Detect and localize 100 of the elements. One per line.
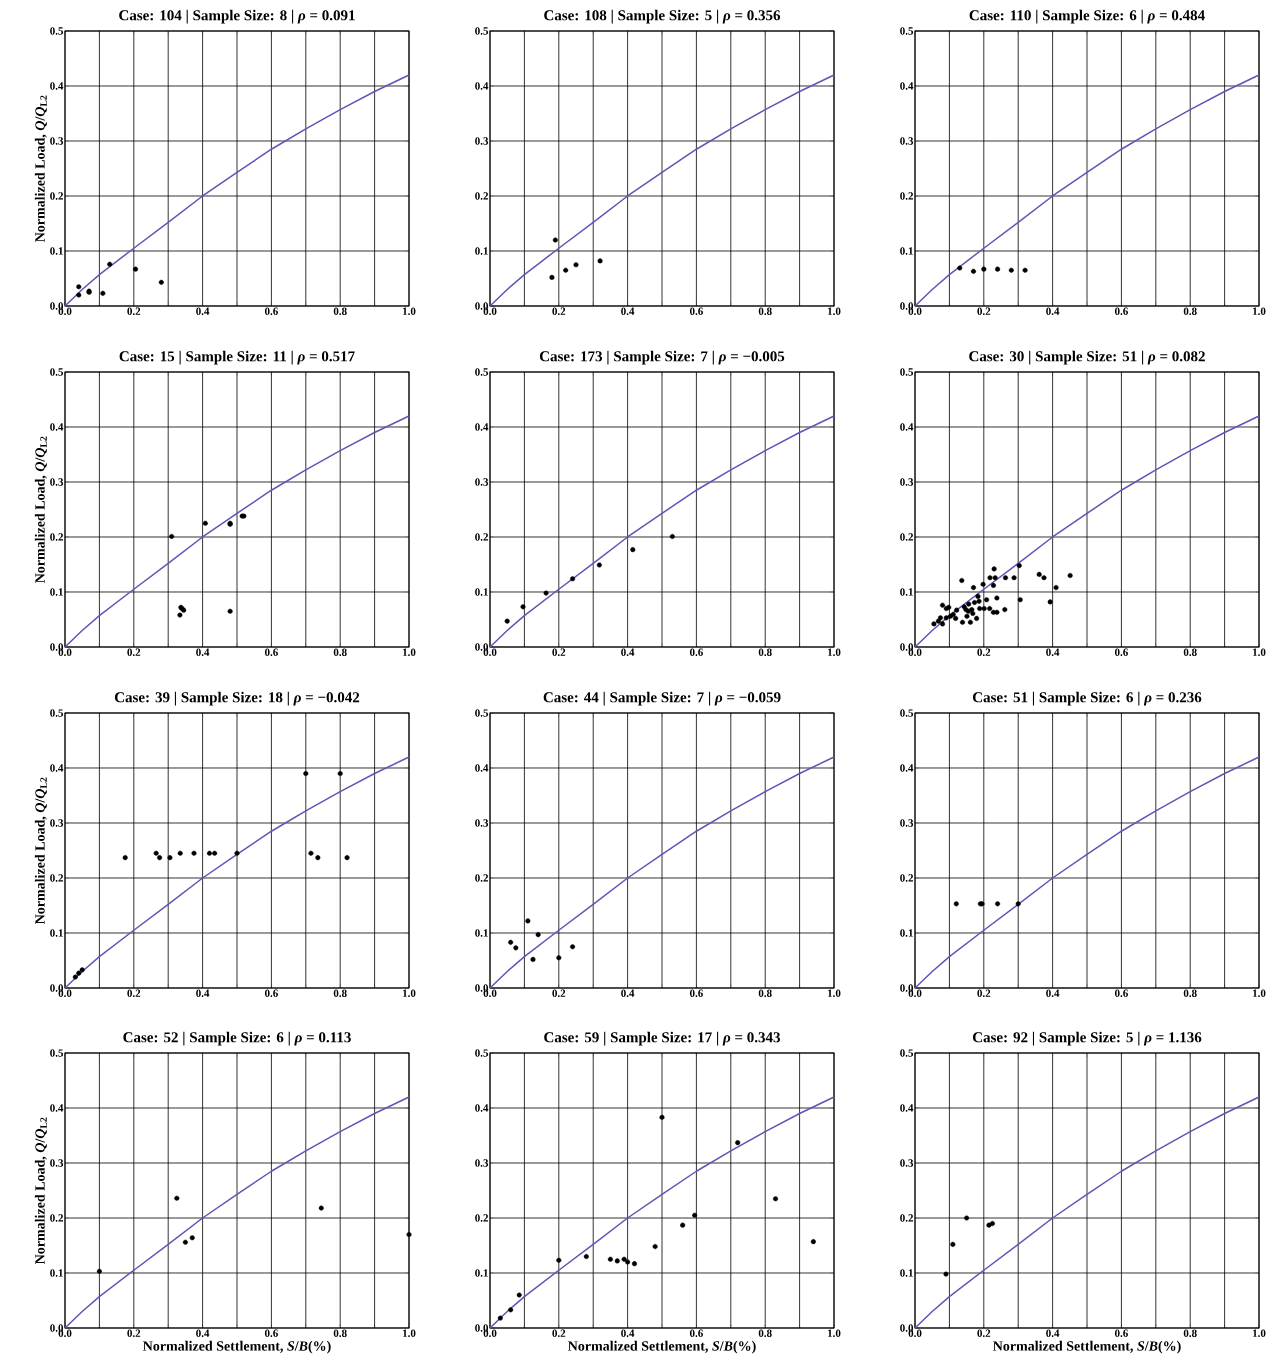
y-tick-label: 0.4 bbox=[50, 764, 64, 772]
x-tick-label: 0.2 bbox=[552, 648, 566, 656]
x-tick-label: 0.4 bbox=[196, 1329, 210, 1337]
y-tick-label: 0.4 bbox=[900, 423, 914, 431]
y-tick-label: 0.2 bbox=[50, 874, 63, 882]
y-tick-label: 0.3 bbox=[900, 137, 914, 145]
x-tick-label: 1.0 bbox=[1253, 989, 1266, 997]
y-tick-label: 0.1 bbox=[475, 588, 488, 596]
x-tick-label: 0.4 bbox=[1046, 307, 1060, 315]
x-tick-label: 0.6 bbox=[689, 1329, 703, 1337]
y-tick-label: 0.1 bbox=[475, 1269, 488, 1277]
y-tick-label: 0.4 bbox=[50, 423, 64, 431]
x-tick-label: 1.0 bbox=[403, 989, 416, 997]
y-tick-label: 0.5 bbox=[50, 27, 64, 35]
y-tick-label: 0.3 bbox=[475, 478, 489, 486]
y-tick-label: 0.2 bbox=[475, 1214, 488, 1222]
x-tick-label: 0.2 bbox=[552, 989, 566, 997]
y-tick-label: 0.1 bbox=[900, 1269, 913, 1277]
x-tick-label: 0.8 bbox=[758, 989, 772, 997]
y-tick-label: 0.2 bbox=[475, 192, 488, 200]
x-tick-label: 1.0 bbox=[1253, 307, 1266, 315]
y-tick-label: 0.3 bbox=[475, 137, 489, 145]
y-tick-label: 0.5 bbox=[900, 709, 914, 717]
y-tick-label: 0.1 bbox=[900, 588, 913, 596]
y-tick-label: 0.4 bbox=[900, 82, 914, 90]
y-tick-label: 0.1 bbox=[50, 588, 63, 596]
y-tick-label: 0.2 bbox=[900, 192, 913, 200]
y-tick-label: 0.5 bbox=[50, 368, 64, 376]
x-tick-label: 0.4 bbox=[1046, 989, 1060, 997]
chart-title: Case: 39 | Sample Size: 18 | ρ = −0.042 bbox=[114, 691, 360, 706]
x-tick-label: 0.4 bbox=[621, 307, 635, 315]
x-tick-label: 1.0 bbox=[403, 648, 416, 656]
x-tick-label: 0.6 bbox=[1114, 989, 1128, 997]
x-tick-label: 0.8 bbox=[333, 307, 347, 315]
x-tick-label: 0.4 bbox=[621, 648, 635, 656]
x-tick-label: 1.0 bbox=[828, 989, 841, 997]
x-tick-label: 0.6 bbox=[264, 1329, 278, 1337]
y-tick-label: 0.3 bbox=[50, 137, 64, 145]
y-axis-title: Normalized Load, Q/Q$_{L2}$ bbox=[34, 95, 47, 243]
x-tick-label: 0.2 bbox=[977, 989, 991, 997]
y-tick-label: 0.2 bbox=[475, 533, 488, 541]
chart-title: Case: 173 | Sample Size: 7 | ρ = −0.005 bbox=[539, 350, 785, 365]
x-tick-label: 0.2 bbox=[977, 648, 991, 656]
x-tick-label: 0.6 bbox=[689, 989, 703, 997]
x-tick-label: 0.2 bbox=[977, 1329, 991, 1337]
y-tick-label: 0.3 bbox=[50, 478, 64, 486]
y-tick-label: 0.5 bbox=[50, 709, 64, 717]
chart-title: Case: 30 | Sample Size: 51 | ρ = 0.082 bbox=[969, 350, 1205, 365]
y-tick-label: 0.2 bbox=[900, 533, 913, 541]
x-tick-label: 0.6 bbox=[1114, 307, 1128, 315]
x-tick-label: 0.8 bbox=[333, 648, 347, 656]
x-tick-label: 0.6 bbox=[1114, 648, 1128, 656]
y-tick-label: 0.5 bbox=[900, 368, 914, 376]
y-tick-label: 0.4 bbox=[50, 82, 64, 90]
x-tick-label: 1.0 bbox=[828, 648, 841, 656]
y-tick-label: 0.5 bbox=[50, 1049, 64, 1057]
x-tick-label: 0.4 bbox=[621, 989, 635, 997]
x-tick-label: 0.4 bbox=[1046, 1329, 1060, 1337]
x-tick-label: 0.8 bbox=[758, 648, 772, 656]
y-tick-label: 0.5 bbox=[475, 709, 489, 717]
x-tick-label: 1.0 bbox=[828, 307, 841, 315]
y-tick-label: 0.4 bbox=[50, 1104, 64, 1112]
chart-title: Case: 110 | Sample Size: 6 | ρ = 0.484 bbox=[969, 9, 1205, 24]
y-tick-label: 0.3 bbox=[475, 1159, 489, 1167]
y-tick-label: 0.3 bbox=[50, 819, 64, 827]
y-tick-label: 0.3 bbox=[900, 1159, 914, 1167]
x-tick-label: 0.8 bbox=[1183, 307, 1197, 315]
chart-title: Case: 15 | Sample Size: 11 | ρ = 0.517 bbox=[119, 350, 355, 365]
chart-title: Case: 108 | Sample Size: 5 | ρ = 0.356 bbox=[544, 9, 781, 24]
y-tick-label: 0.1 bbox=[900, 247, 913, 255]
x-tick-label: 0.4 bbox=[621, 1329, 635, 1337]
x-tick-label: 1.0 bbox=[1253, 1329, 1266, 1337]
x-tick-label: 1.0 bbox=[1253, 648, 1266, 656]
y-tick-label: 0.1 bbox=[50, 1269, 63, 1277]
x-tick-label: 0.4 bbox=[196, 648, 210, 656]
x-tick-label: 0.6 bbox=[264, 989, 278, 997]
y-tick-label: 0.1 bbox=[475, 247, 488, 255]
y-tick-label: 0.5 bbox=[900, 27, 914, 35]
x-tick-label: 0.6 bbox=[689, 648, 703, 656]
x-tick-label: 0.6 bbox=[1114, 1329, 1128, 1337]
x-tick-label: 0.2 bbox=[552, 1329, 566, 1337]
x-tick-label: 0.2 bbox=[127, 648, 141, 656]
x-tick-label: 1.0 bbox=[403, 307, 416, 315]
y-tick-label: 0.1 bbox=[50, 929, 63, 937]
x-tick-label: 0.6 bbox=[264, 648, 278, 656]
x-tick-label: 1.0 bbox=[828, 1329, 841, 1337]
y-tick-label: 0.5 bbox=[900, 1049, 914, 1057]
y-tick-label: 0.3 bbox=[475, 819, 489, 827]
y-tick-label: 0.4 bbox=[475, 1104, 489, 1112]
chart-title: Case: 92 | Sample Size: 5 | ρ = 1.136 bbox=[972, 1031, 1202, 1046]
x-tick-label: 0.8 bbox=[758, 307, 772, 315]
x-tick-label: 0.8 bbox=[333, 1329, 347, 1337]
chart-title: Case: 52 | Sample Size: 6 | ρ = 0.113 bbox=[123, 1031, 351, 1046]
y-tick-label: 0.3 bbox=[50, 1159, 64, 1167]
x-tick-label: 0.4 bbox=[1046, 648, 1060, 656]
y-tick-label: 0.4 bbox=[475, 82, 489, 90]
y-tick-label: 0.2 bbox=[50, 1214, 63, 1222]
y-tick-label: 0.4 bbox=[900, 1104, 914, 1112]
x-tick-label: 0.2 bbox=[127, 307, 141, 315]
y-tick-label: 0.2 bbox=[50, 192, 63, 200]
